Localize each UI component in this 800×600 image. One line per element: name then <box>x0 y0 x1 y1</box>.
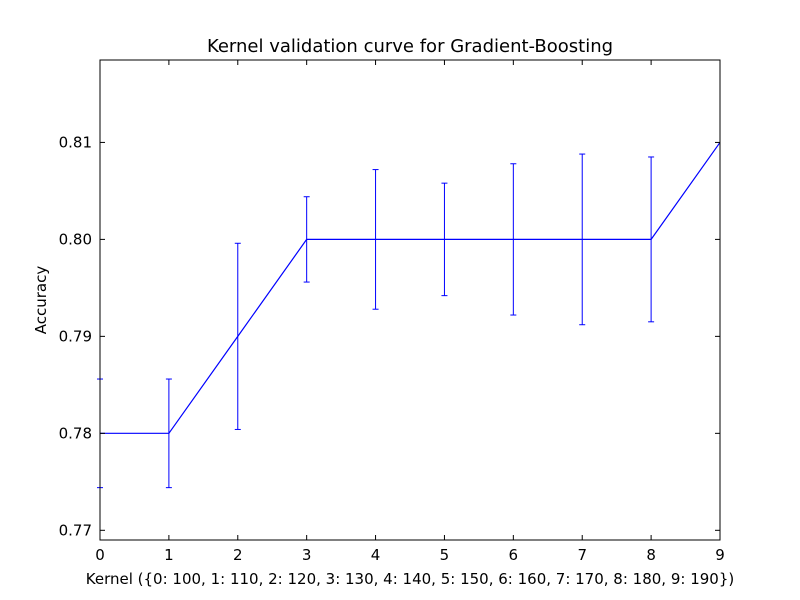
y-tick-label: 0.79 <box>59 327 92 345</box>
y-axis-label: Accuracy <box>32 266 50 335</box>
x-tick-label: 4 <box>371 546 381 564</box>
plot-frame <box>99 59 721 541</box>
x-tick-label: 8 <box>646 546 656 564</box>
x-tick-label: 9 <box>715 546 725 564</box>
y-tick-label: 0.77 <box>59 521 92 539</box>
y-tick-label: 0.81 <box>59 133 92 151</box>
series-line <box>100 142 721 434</box>
x-tick-label: 1 <box>164 546 174 564</box>
chart-title: Kernel validation curve for Gradient-Boo… <box>207 36 613 57</box>
x-tick-label: 7 <box>577 546 587 564</box>
y-tick-label: 0.78 <box>59 424 92 442</box>
x-tick-label: 3 <box>302 546 312 564</box>
plot-area <box>97 142 721 489</box>
x-tick-label: 2 <box>233 546 243 564</box>
x-axis-label: Kernel ({0: 100, 1: 110, 2: 120, 3: 130,… <box>86 570 734 588</box>
y-tick-label: 0.80 <box>59 230 92 248</box>
x-tick-label: 0 <box>95 546 105 564</box>
x-tick-label: 5 <box>440 546 450 564</box>
axis-ticks: 0 1 2 3 4 5 6 7 8 9 0.77 0.78 0.79 0.80 0.81 <box>59 60 725 564</box>
x-tick-label: 6 <box>509 546 519 564</box>
